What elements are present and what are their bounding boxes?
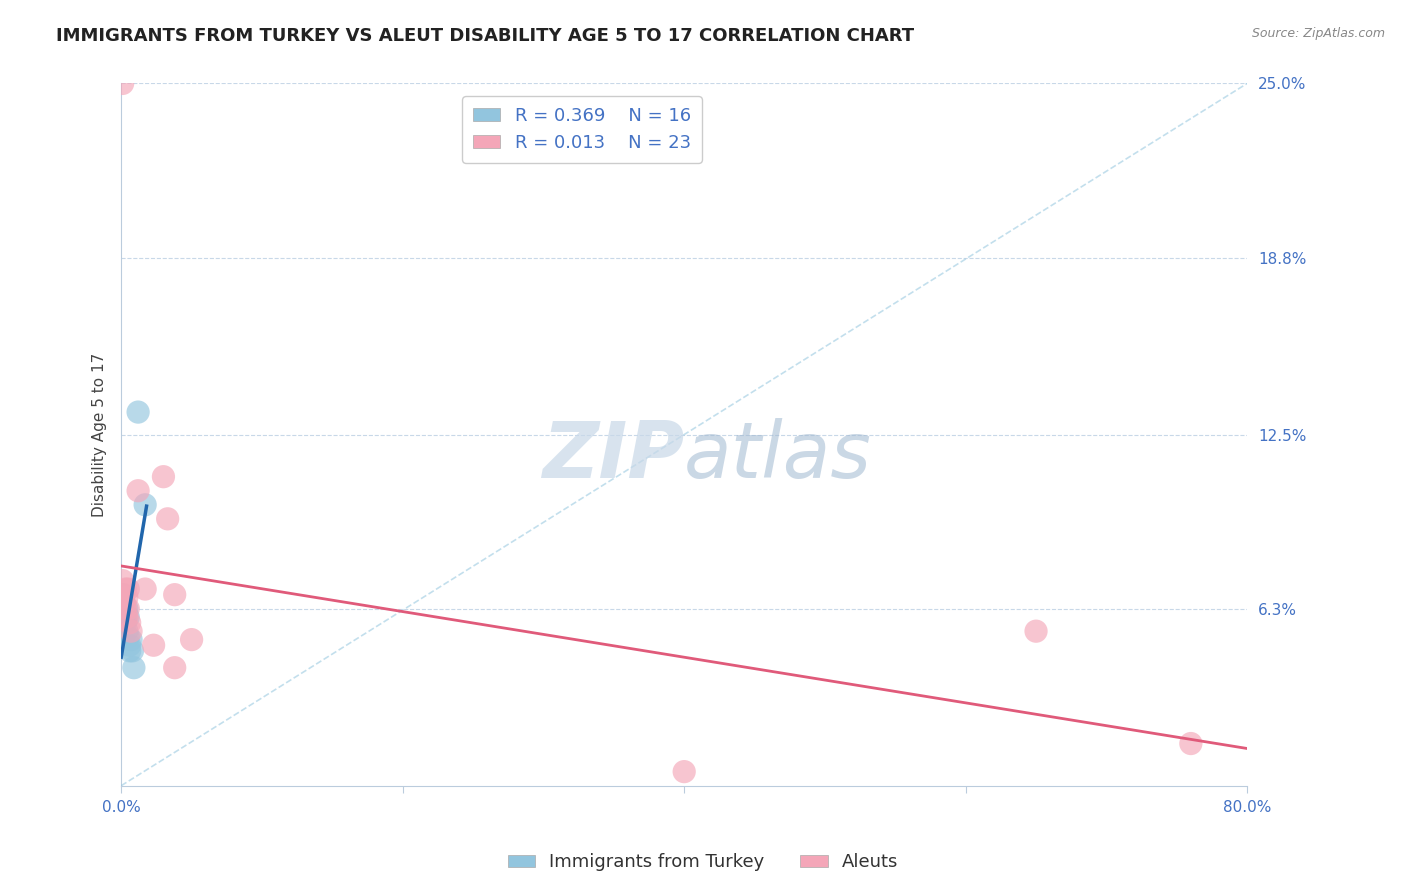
Point [114,610,136,624]
Point [112,596,135,610]
Point [120,624,142,639]
Point [112,615,135,630]
Text: Source: ZipAtlas.com: Source: ZipAtlas.com [1251,27,1385,40]
Point [117,601,139,615]
Y-axis label: Disability Age 5 to 17: Disability Age 5 to 17 [93,352,107,516]
Point [673,764,696,779]
Point [122,661,145,675]
Point [115,610,138,624]
Point [127,483,149,498]
Text: ZIP: ZIP [541,417,685,493]
Point [112,596,135,610]
Point [114,582,136,596]
Point [112,588,135,602]
Point [114,615,136,630]
Point [111,588,134,602]
Point [156,512,179,526]
Point [114,601,136,615]
Point [121,644,143,658]
Point [118,644,141,658]
Point [180,632,202,647]
Point [134,498,156,512]
Point [115,601,138,615]
Point [1025,624,1047,639]
Point [127,405,149,419]
Point [117,582,139,596]
Point [111,574,134,588]
Legend: Immigrants from Turkey, Aleuts: Immigrants from Turkey, Aleuts [501,847,905,879]
Legend: R = 0.369    N = 16, R = 0.013    N = 23: R = 0.369 N = 16, R = 0.013 N = 23 [463,96,702,162]
Point [117,610,139,624]
Point [134,582,156,596]
Text: atlas: atlas [685,417,872,493]
Point [152,469,174,483]
Point [1180,737,1202,751]
Point [111,77,134,91]
Point [117,630,139,644]
Point [115,591,138,605]
Point [115,624,138,639]
Point [118,615,141,630]
Point [163,588,186,602]
Point [163,661,186,675]
Text: IMMIGRANTS FROM TURKEY VS ALEUT DISABILITY AGE 5 TO 17 CORRELATION CHART: IMMIGRANTS FROM TURKEY VS ALEUT DISABILI… [56,27,914,45]
Point [142,638,165,652]
Point [118,638,141,652]
Point [120,632,142,647]
